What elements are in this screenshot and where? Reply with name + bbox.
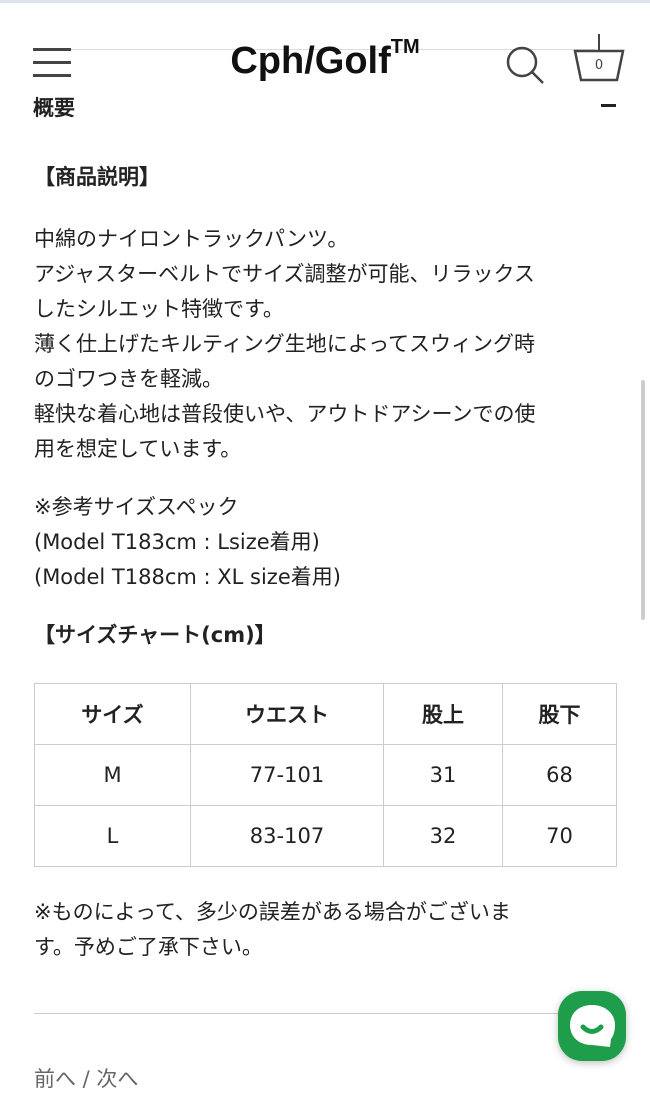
description-line: 薄く仕上げたキルティング生地によってスウィング時 — [34, 332, 536, 356]
disclaimer-line: ※ものによって、多少の誤差がある場合がございま — [34, 900, 511, 924]
search-icon[interactable] — [505, 45, 547, 87]
top-border — [0, 0, 650, 3]
header-rise: 股上 — [383, 683, 503, 745]
cell: M — [34, 744, 191, 806]
cell: 68 — [502, 744, 617, 806]
cell: L — [34, 805, 191, 867]
header-size: サイズ — [34, 683, 191, 745]
description-line: したシルエット特徴です。 — [34, 297, 284, 321]
section-title[interactable]: 概要 — [33, 96, 75, 120]
chat-bubble-icon — [570, 1005, 615, 1047]
divider — [34, 1013, 594, 1014]
description-line: のゴワつきを軽減。 — [34, 367, 223, 391]
size-chart-table: サイズ ウエスト 股上 股下 M 77-101 31 68 L 83-107 3… — [34, 683, 617, 867]
table-row: M 77-101 31 68 — [34, 744, 617, 806]
logo-tm: TM — [390, 36, 420, 58]
cell: 70 — [502, 805, 617, 867]
header-inseam: 股下 — [502, 683, 617, 745]
description-heading: 【商品説明】 — [34, 165, 160, 189]
basket-icon — [573, 34, 625, 82]
header-rule — [55, 49, 595, 50]
cart-button[interactable]: 0 — [572, 34, 626, 84]
cell: 32 — [383, 805, 503, 867]
logo-text: Cph/Golf — [230, 40, 391, 82]
collapse-icon[interactable] — [601, 104, 616, 107]
cell: 31 — [383, 744, 503, 806]
disclaimer: ※ものによって、多少の誤差がある場合がございま す。予めご了承下さい。 — [34, 895, 604, 965]
product-description: 【商品説明】 中綿のナイロントラックパンツ。 アジャスターベルトでサイズ調整が可… — [34, 160, 624, 653]
cart-count: 0 — [594, 58, 604, 73]
size-ref-line: (Model T188cm : XL size着用) — [34, 565, 341, 589]
menu-icon[interactable] — [33, 48, 71, 78]
size-chart-heading: 【サイズチャート(cm)】 — [34, 623, 276, 647]
cell: 77-101 — [190, 744, 384, 806]
table-header-row: サイズ ウエスト 股上 股下 — [34, 683, 617, 745]
description-line: 軽快な着心地は普段使いや、アウトドアシーンでの使 — [34, 402, 536, 426]
header-waist: ウエスト — [190, 683, 384, 745]
pager-links[interactable]: 前へ / 次へ — [34, 1067, 139, 1091]
table-row: L 83-107 32 70 — [34, 805, 617, 867]
size-ref-line: (Model T183cm : Lsize着用) — [34, 530, 320, 554]
description-line: 用を想定しています。 — [34, 437, 242, 461]
size-ref-line: ※参考サイズスペック — [34, 495, 239, 519]
chat-button[interactable] — [558, 991, 626, 1061]
logo[interactable]: Cph/GolfTM — [0, 36, 650, 83]
description-line: 中綿のナイロントラックパンツ。 — [34, 227, 349, 251]
description-line: アジャスターベルトでサイズ調整が可能、リラックス — [34, 262, 535, 286]
scrollbar[interactable] — [641, 380, 645, 620]
disclaimer-line: す。予めご了承下さい。 — [34, 935, 263, 959]
cell: 83-107 — [190, 805, 384, 867]
